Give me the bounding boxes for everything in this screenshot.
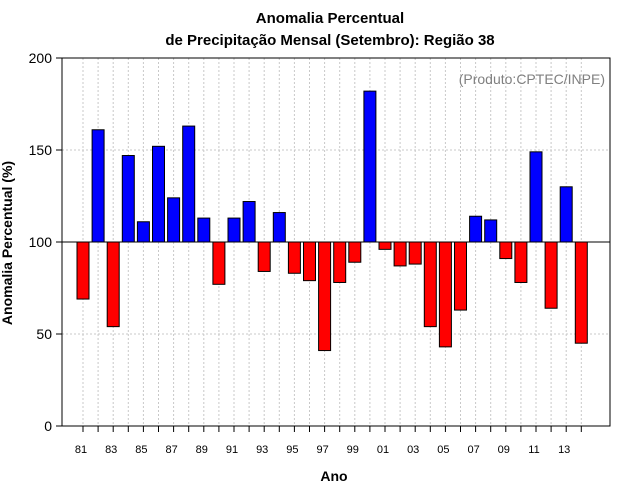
bar-82 <box>91 129 105 243</box>
bar-03 <box>408 241 422 265</box>
bars-group <box>76 90 588 352</box>
bar-90 <box>212 241 226 285</box>
bar-81 <box>76 241 90 300</box>
bar-95 <box>287 241 301 274</box>
bar-02 <box>393 241 407 267</box>
bar-99 <box>348 241 362 263</box>
y-tick-label: 200 <box>29 50 53 66</box>
bar-05 <box>438 241 452 348</box>
bar-14 <box>574 241 588 344</box>
bar-93 <box>257 241 271 272</box>
bar-08 <box>484 219 498 243</box>
y-axis-title: Anomalia Percentual (%) <box>0 161 15 325</box>
bar-92 <box>242 201 256 243</box>
y-tick-label: 50 <box>36 326 52 342</box>
bar-96 <box>303 241 316 282</box>
bar-85 <box>136 221 150 243</box>
y-tick-label: 150 <box>29 142 53 158</box>
bar-84 <box>121 155 135 243</box>
x-axis: 81 83 85 87 89 91 93 95 97 99 01 03 05 07 09 11 13 <box>75 426 582 456</box>
y-tick-label: 0 <box>44 418 52 434</box>
bar-86 <box>152 145 165 243</box>
bar-87 <box>167 197 181 243</box>
x-tick-label: 99 <box>347 444 359 456</box>
x-tick-label: 81 <box>75 444 87 456</box>
bar-07 <box>469 215 483 243</box>
y-axis: 0 50 100 150 200 <box>29 50 62 434</box>
bar-94 <box>272 212 286 243</box>
x-tick-label: 97 <box>316 444 328 456</box>
x-tick-label: 05 <box>437 444 449 456</box>
chart-title: Anomalia Percentual <box>256 10 404 27</box>
bar-04 <box>423 241 437 328</box>
x-tick-label: 01 <box>377 444 389 456</box>
bar-98 <box>333 241 347 283</box>
bar-88 <box>182 125 196 243</box>
bar-91 <box>227 217 241 243</box>
bar-06 <box>454 241 467 311</box>
bar-97 <box>318 241 332 352</box>
x-tick-label: 87 <box>165 444 177 456</box>
bar-12 <box>544 241 558 309</box>
x-tick-label: 09 <box>498 444 510 456</box>
bar-11 <box>529 151 543 243</box>
x-tick-label: 89 <box>196 444 208 456</box>
x-tick-label: 95 <box>286 444 298 456</box>
chart-subtitle: de Precipitação Mensal (Setembro): Regiã… <box>165 32 494 49</box>
bar-89 <box>197 217 211 243</box>
x-tick-label: 07 <box>467 444 479 456</box>
bar-09 <box>499 241 513 260</box>
x-tick-label: 85 <box>135 444 147 456</box>
x-tick-label: 03 <box>407 444 419 456</box>
x-tick-label: 13 <box>558 444 570 456</box>
bar-01 <box>378 241 392 250</box>
bar-83 <box>106 241 120 328</box>
x-tick-label: 83 <box>105 444 117 456</box>
x-tick-label: 93 <box>256 444 268 456</box>
bar-10 <box>514 241 528 283</box>
x-tick-label: 11 <box>528 444 539 456</box>
bar-13 <box>559 186 573 243</box>
x-tick-label: 91 <box>226 444 238 456</box>
source-label: (Produto:CPTEC/INPE) <box>459 71 605 87</box>
y-tick-label: 100 <box>29 234 53 250</box>
bar-00 <box>363 90 377 243</box>
x-axis-title: Ano <box>320 468 347 484</box>
